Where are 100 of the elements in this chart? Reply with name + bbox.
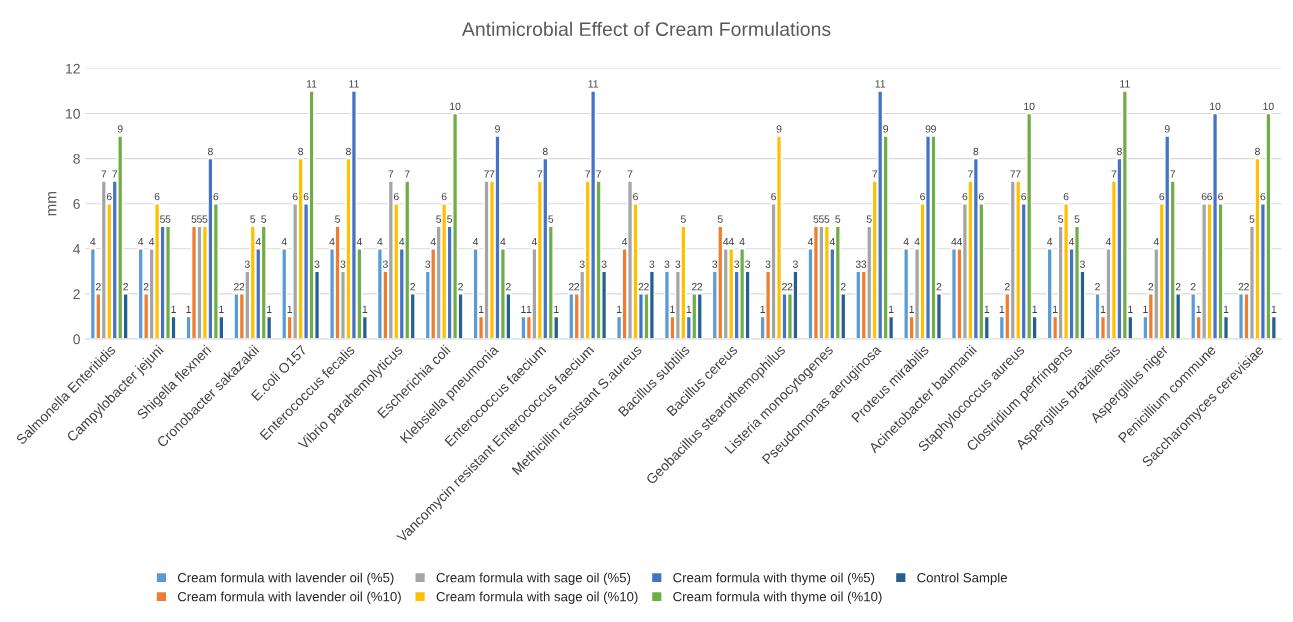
data-label: 7 <box>489 170 495 178</box>
data-label: 1 <box>999 305 1005 313</box>
data-label: 4 <box>356 238 362 246</box>
data-label: 9 <box>776 125 782 133</box>
data-label: 4 <box>1047 238 1053 246</box>
data-label: 6 <box>1201 192 1207 201</box>
legend-label: Cream formula with thyme oil (%10) <box>673 591 882 604</box>
data-label: 6 <box>633 192 638 201</box>
data-label: 7 <box>112 170 118 178</box>
y-axis-title: mm <box>48 191 57 216</box>
data-label: 5 <box>1058 215 1064 223</box>
y-tick-label: 12 <box>66 63 80 74</box>
data-label: 3 <box>664 260 670 268</box>
data-label: 5 <box>447 215 453 223</box>
data-label: 1 <box>526 305 532 313</box>
data-label: 1 <box>186 305 191 313</box>
data-label: 7 <box>1111 170 1117 178</box>
data-label: 2 <box>239 283 245 291</box>
data-label: 10 <box>1024 102 1035 111</box>
data-label: 2 <box>697 283 703 291</box>
bar <box>903 248 910 339</box>
data-label: 2 <box>644 283 649 291</box>
data-label: 4 <box>728 238 734 246</box>
data-label: 6 <box>393 192 399 201</box>
data-label: 6 <box>1021 192 1027 201</box>
data-label: 5 <box>196 215 202 223</box>
data-label: 5 <box>1074 215 1080 223</box>
data-label: 1 <box>984 305 990 313</box>
data-label: 6 <box>1260 192 1266 201</box>
data-label: 6 <box>1063 192 1069 201</box>
data-label: 3 <box>861 260 867 268</box>
y-tick-label: 0 <box>73 334 80 345</box>
data-label: 6 <box>154 192 160 201</box>
data-label: 2 <box>1175 283 1181 291</box>
data-label: 11 <box>1120 80 1130 88</box>
data-label: 7 <box>537 170 543 178</box>
data-label: 5 <box>866 215 872 223</box>
data-label: 3 <box>855 260 861 268</box>
data-label: 6 <box>771 192 776 201</box>
data-label: 1 <box>478 305 484 313</box>
data-label: 2 <box>410 283 416 291</box>
data-label: 4 <box>399 238 405 246</box>
data-label: 5 <box>813 215 819 223</box>
data-label: 1 <box>287 305 293 313</box>
bar <box>281 248 288 339</box>
data-label: 2 <box>1244 283 1249 291</box>
data-label: 4 <box>255 238 261 246</box>
data-label: 3 <box>765 260 771 268</box>
data-label: 1 <box>521 305 526 313</box>
data-label: 7 <box>1015 170 1021 178</box>
data-label: 5 <box>165 215 171 223</box>
data-label: 2 <box>638 283 644 291</box>
data-label: 2 <box>691 283 697 291</box>
data-label: 11 <box>306 80 317 88</box>
data-label: 1 <box>1128 305 1133 313</box>
data-label: 5 <box>261 215 267 223</box>
data-label: 4 <box>430 238 436 246</box>
data-label: 4 <box>90 238 96 246</box>
data-label: 4 <box>500 238 506 246</box>
data-label: 4 <box>281 238 287 246</box>
data-label: 2 <box>568 283 574 291</box>
y-tick-label: 4 <box>73 244 81 254</box>
y-tick-label: 10 <box>66 108 80 119</box>
data-label: 6 <box>1218 192 1223 201</box>
data-label: 3 <box>244 260 250 268</box>
data-label: 8 <box>1116 147 1122 156</box>
data-label: 4 <box>148 238 155 246</box>
legend-label: Cream formula with sage oil (%5) <box>436 572 631 585</box>
data-label: 9 <box>495 125 500 133</box>
data-label: 2 <box>787 283 793 291</box>
data-label: 3 <box>792 260 798 268</box>
data-label: 5 <box>548 215 554 223</box>
data-label: 8 <box>973 147 979 156</box>
data-label: 5 <box>250 215 256 223</box>
data-label: 1 <box>554 305 559 313</box>
bar <box>568 293 575 339</box>
data-label: 4 <box>138 238 144 246</box>
data-label: 1 <box>362 305 368 313</box>
data-label: 7 <box>585 170 591 178</box>
data-label: 3 <box>734 260 740 268</box>
data-label: 4 <box>1153 238 1159 246</box>
data-label: 9 <box>925 125 931 133</box>
data-label: 2 <box>458 283 463 291</box>
y-tick-label: 6 <box>73 199 80 209</box>
legend-label: Control Sample <box>917 572 1007 585</box>
y-tick-label: 2 <box>73 289 80 299</box>
legend-label: Cream formula with lavender oil (%5) <box>177 572 394 585</box>
data-label: 1 <box>909 305 915 313</box>
data-label: 2 <box>1190 283 1196 291</box>
data-label: 1 <box>1100 305 1106 313</box>
data-label: 6 <box>920 192 925 201</box>
data-label: 2 <box>1148 283 1154 291</box>
data-label: 1 <box>1271 305 1277 313</box>
data-label: 4 <box>956 238 963 246</box>
data-label: 5 <box>835 215 841 223</box>
data-label: 1 <box>219 305 224 313</box>
data-label: 6 <box>292 192 298 201</box>
data-label: 7 <box>596 170 601 178</box>
data-label: 4 <box>621 238 628 246</box>
data-label: 9 <box>1164 125 1170 133</box>
